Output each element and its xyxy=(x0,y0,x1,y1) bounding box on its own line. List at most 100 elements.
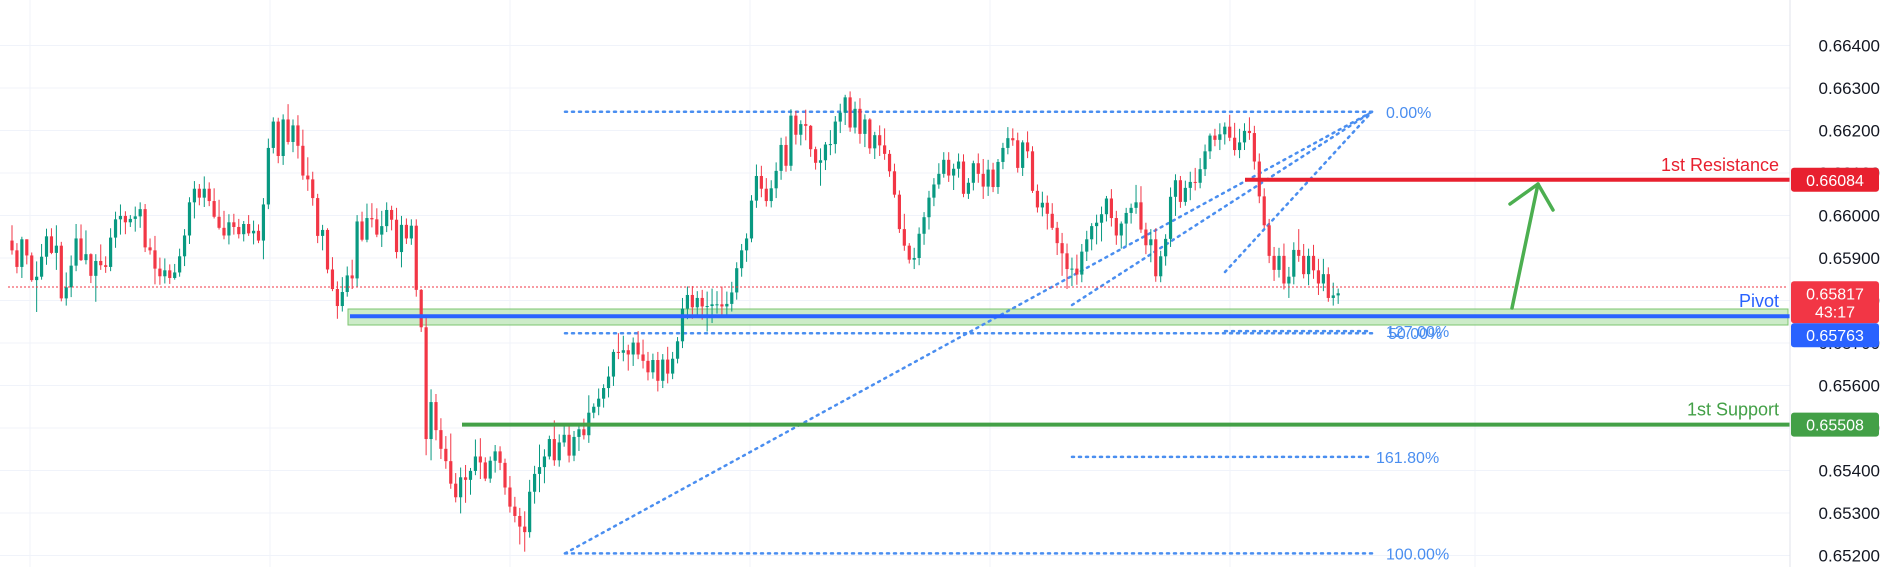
candle-up xyxy=(971,163,975,183)
candle-down xyxy=(1011,138,1015,141)
candle-down xyxy=(858,108,862,134)
candle-up xyxy=(631,342,635,355)
candle-down xyxy=(1178,180,1183,202)
candle-up xyxy=(838,112,842,122)
candle-up xyxy=(44,236,49,257)
level-price-tag xyxy=(1791,167,1879,192)
candle-up xyxy=(1099,214,1104,223)
candle-down xyxy=(370,218,374,220)
candle-down xyxy=(1075,268,1079,275)
candle-down xyxy=(961,161,966,194)
candle-up xyxy=(488,460,492,479)
candle-down xyxy=(394,219,399,253)
candle-up xyxy=(227,222,231,236)
candle-down xyxy=(1316,270,1321,284)
candle-down xyxy=(123,215,127,223)
candle-up xyxy=(651,360,655,373)
candle-down xyxy=(375,219,379,235)
candle-up xyxy=(740,250,744,269)
candle-down xyxy=(804,124,808,126)
fib-trend-line xyxy=(563,110,1374,555)
candle-up xyxy=(459,477,463,498)
candle-down xyxy=(887,153,892,172)
candle-down xyxy=(1144,229,1148,246)
candle-down xyxy=(419,289,423,328)
candle-up xyxy=(1331,295,1335,298)
candle-up xyxy=(94,260,98,276)
candle-up xyxy=(64,287,68,299)
candle-down xyxy=(552,439,556,461)
fib-label: 161.80% xyxy=(1376,450,1439,467)
candle-up xyxy=(1070,268,1074,270)
level-price-tag xyxy=(1791,412,1879,437)
candle-down xyxy=(217,216,221,228)
candle-down xyxy=(1267,225,1271,256)
candle-down xyxy=(981,173,985,187)
candle-up xyxy=(537,467,542,474)
candle-up xyxy=(1306,255,1311,275)
candle-up xyxy=(853,108,857,128)
candle-down xyxy=(1252,133,1256,162)
candle-down xyxy=(390,209,394,220)
fib-label: 100.00% xyxy=(1386,546,1449,563)
candle-up xyxy=(661,359,665,381)
candle-up xyxy=(602,388,606,399)
candle-up xyxy=(1183,187,1187,202)
candle-down xyxy=(247,224,251,234)
candle-down xyxy=(454,483,458,498)
candle-down xyxy=(1228,126,1232,138)
candle-up xyxy=(1021,142,1025,168)
candle-up xyxy=(779,144,783,171)
candle-down xyxy=(168,270,172,278)
candle-down xyxy=(79,238,83,261)
candle-down xyxy=(232,222,236,227)
candle-up xyxy=(744,238,749,251)
candle-down xyxy=(1045,202,1049,214)
candle-down xyxy=(276,121,280,156)
candle-down xyxy=(907,245,911,260)
candle-down xyxy=(883,145,887,154)
candle-up xyxy=(138,209,142,217)
candle-down xyxy=(158,268,162,277)
candle-up xyxy=(1124,212,1128,224)
candle-down xyxy=(153,250,157,269)
candle-up xyxy=(547,439,551,457)
candle-up xyxy=(178,256,182,273)
candle-down xyxy=(1326,274,1330,298)
candle-down xyxy=(626,350,630,355)
candle-down xyxy=(813,149,818,163)
candle-up xyxy=(84,254,88,261)
candle-up xyxy=(956,161,961,169)
candle-up xyxy=(399,224,404,253)
candle-up xyxy=(320,229,325,236)
candle-up xyxy=(577,429,581,437)
candle-up xyxy=(1336,293,1340,296)
candle-up xyxy=(843,97,847,113)
candle-down xyxy=(197,188,201,198)
candle-down xyxy=(809,125,813,150)
candle-up xyxy=(1085,239,1089,252)
candle-up xyxy=(1119,223,1123,236)
candle-up xyxy=(725,303,729,307)
candle-down xyxy=(1065,253,1069,270)
candle-up xyxy=(1104,198,1109,215)
candle-up xyxy=(385,209,389,227)
fibonacci-labels: 0.00% 50.00% 100.00% 127.00% 161.80% xyxy=(1376,105,1449,564)
candle-up xyxy=(966,182,971,194)
price-axis-tick-label: 0.65900 xyxy=(1819,249,1880,268)
candle-down xyxy=(325,229,330,270)
fib-trend-line xyxy=(1223,110,1374,274)
candle-up xyxy=(927,197,931,218)
candle-down xyxy=(764,188,768,202)
candle-down xyxy=(759,175,763,189)
pivot-price-tag xyxy=(1791,323,1879,348)
level-labels: 1st Resistance Pivot 1st Support xyxy=(1661,155,1779,420)
candle-down xyxy=(1272,255,1276,270)
candle-down xyxy=(335,289,339,307)
candle-down xyxy=(424,327,428,440)
candle-up xyxy=(912,258,916,260)
candle-down xyxy=(646,360,650,373)
candle-down xyxy=(449,461,453,484)
candle-down xyxy=(666,359,670,374)
